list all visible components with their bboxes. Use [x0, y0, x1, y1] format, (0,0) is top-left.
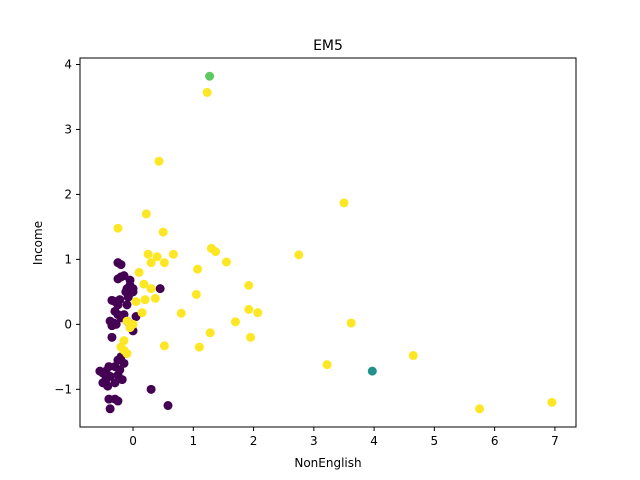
- ticks-layer: 0 1 2 3 4 5 6 7 −1 0 1 2 3 4: [54, 57, 558, 448]
- x-tick-label: 5: [431, 434, 439, 448]
- scatter-point: [113, 396, 123, 406]
- y-tick-label: 4: [64, 57, 72, 71]
- x-tick-label: 3: [310, 434, 318, 448]
- x-tick-label: 2: [250, 434, 258, 448]
- scatter-point: [202, 87, 212, 97]
- y-tick-label: 1: [64, 252, 72, 266]
- x-axis-label: NonEnglish: [294, 456, 361, 470]
- scatter-point: [119, 358, 129, 368]
- scatter-point: [95, 366, 105, 376]
- chart-title: EM5: [313, 38, 343, 54]
- scatter-point: [139, 279, 149, 289]
- x-tick-label: 6: [491, 434, 499, 448]
- scatter-point: [113, 223, 123, 233]
- scatter-point: [244, 304, 254, 314]
- scatter-point: [141, 209, 151, 219]
- scatter-point: [159, 341, 169, 351]
- scatter-point: [111, 319, 121, 329]
- scatter-point: [115, 295, 125, 305]
- scatter-point: [367, 366, 377, 376]
- x-tick-label: 1: [189, 434, 197, 448]
- scatter-point: [176, 308, 186, 318]
- scatter-point: [547, 397, 557, 407]
- scatter-point: [159, 258, 169, 268]
- scatter-point: [154, 156, 164, 166]
- scatter-point: [339, 198, 349, 208]
- scatter-point: [152, 252, 162, 262]
- scatter-point: [194, 342, 204, 352]
- scatter-point: [140, 295, 150, 305]
- y-tick-label: 2: [64, 187, 72, 201]
- scatter-point: [158, 227, 168, 237]
- scatter-point: [107, 332, 117, 342]
- scatter-point: [134, 267, 144, 277]
- scatter-point: [119, 345, 129, 355]
- x-tick-label: 0: [129, 434, 137, 448]
- scatter-point: [155, 284, 165, 294]
- scatter-point: [408, 351, 418, 361]
- y-tick-label: 3: [64, 122, 72, 136]
- scatter-point: [205, 328, 215, 338]
- plot-frame: [79, 57, 577, 428]
- scatter-point: [191, 289, 201, 299]
- scatter-point: [122, 300, 132, 310]
- scatter-point: [221, 257, 231, 267]
- scatter-point: [475, 404, 485, 414]
- scatter-point: [110, 378, 120, 388]
- scatter-point: [146, 258, 156, 268]
- scatter-point: [143, 249, 153, 259]
- scatter-point: [117, 375, 127, 385]
- scatter-point: [116, 260, 126, 270]
- y-tick-label: −1: [54, 382, 72, 396]
- scatter-point: [193, 264, 203, 274]
- x-tick-label: 7: [551, 434, 559, 448]
- scatter-point: [205, 71, 215, 81]
- scatter-point: [146, 284, 156, 294]
- scatter-point: [123, 292, 133, 302]
- scatter-point: [103, 381, 113, 391]
- scatter-point: [246, 332, 256, 342]
- scatter-point: [125, 323, 135, 333]
- scatter-point: [131, 297, 141, 307]
- scatter-point: [294, 250, 304, 260]
- scatter-point: [244, 280, 254, 290]
- y-axis-label: Income: [31, 221, 45, 265]
- scatter-point: [105, 404, 115, 414]
- y-tick-label: 0: [64, 317, 72, 331]
- scatter-point: [137, 308, 147, 318]
- scatter-point: [230, 317, 240, 327]
- scatter-point: [113, 274, 123, 284]
- scatter-point: [346, 318, 356, 328]
- scatter-point: [146, 384, 156, 394]
- scatter-point: [211, 247, 221, 257]
- points-layer: [95, 71, 557, 414]
- scatter-point: [150, 293, 160, 303]
- scatter-point: [322, 360, 332, 370]
- scatter-point: [163, 401, 173, 411]
- x-tick-label: 4: [370, 434, 378, 448]
- scatter-point: [253, 308, 263, 318]
- scatter-point: [168, 249, 178, 259]
